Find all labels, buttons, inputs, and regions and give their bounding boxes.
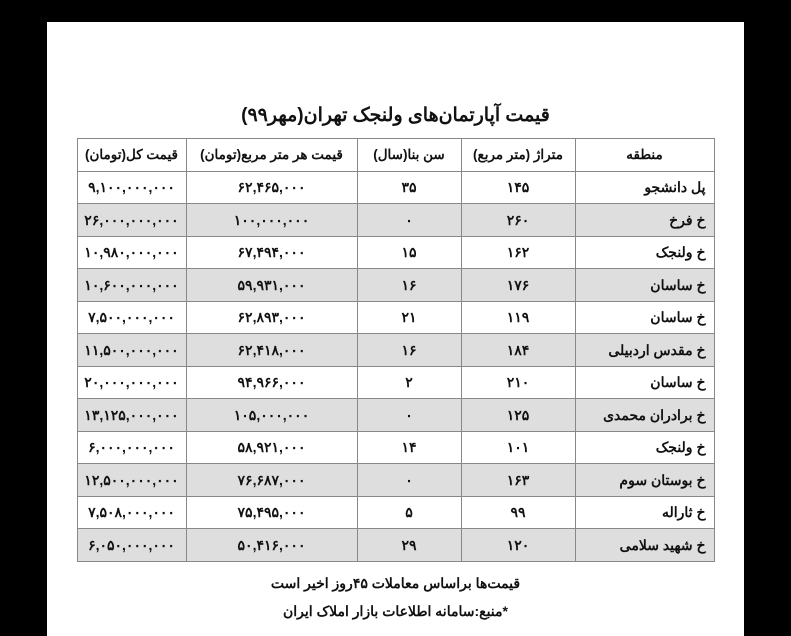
col-price-per-sqm: قیمت هر متر مربع(تومان)	[186, 139, 357, 172]
table-row: خ ولنجک۱۶۲۱۵۶۷,۴۹۴,۰۰۰۱۰,۹۸۰,۰۰۰,۰۰۰	[77, 236, 714, 269]
cell-total_price: ۱۰,۹۸۰,۰۰۰,۰۰۰	[77, 236, 186, 269]
cell-price_per_sqm: ۷۶,۶۸۷,۰۰۰	[186, 464, 357, 497]
cell-region: خ ولنجک	[575, 236, 714, 269]
table-row: خ ثاراله۹۹۵۷۵,۴۹۵,۰۰۰۷,۵۰۸,۰۰۰,۰۰۰	[77, 496, 714, 529]
cell-price_per_sqm: ۶۲,۴۱۸,۰۰۰	[186, 334, 357, 367]
col-age: سن بنا(سال)	[357, 139, 461, 172]
cell-price_per_sqm: ۵۰,۴۱۶,۰۰۰	[186, 529, 357, 562]
table-row: خ ساسان۲۱۰۲۹۴,۹۶۶,۰۰۰۲۰,۰۰۰,۰۰۰,۰۰۰	[77, 366, 714, 399]
cell-age: ۳۵	[357, 171, 461, 204]
cell-age: ۰	[357, 464, 461, 497]
cell-age: ۰	[357, 204, 461, 237]
cell-price_per_sqm: ۷۵,۴۹۵,۰۰۰	[186, 496, 357, 529]
table-row: خ برادران محمدی۱۲۵۰۱۰۵,۰۰۰,۰۰۰۱۳,۱۲۵,۰۰۰…	[77, 399, 714, 432]
cell-age: ۱۴	[357, 431, 461, 464]
cell-age: ۲	[357, 366, 461, 399]
cell-area: ۱۲۰	[461, 529, 575, 562]
col-total-price: قیمت کل(تومان)	[77, 139, 186, 172]
footnotes: قیمت‌ها براساس معاملات ۴۵روز اخیر است *م…	[47, 562, 744, 626]
cell-area: ۱۶۳	[461, 464, 575, 497]
cell-area: ۱۱۹	[461, 301, 575, 334]
cell-age: ۰	[357, 399, 461, 432]
price-table: منطقه متراژ (متر مربع) سن بنا(سال) قیمت …	[77, 138, 715, 562]
cell-region: خ ثاراله	[575, 496, 714, 529]
cell-total_price: ۱۳,۱۲۵,۰۰۰,۰۰۰	[77, 399, 186, 432]
cell-total_price: ۱۱,۵۰۰,۰۰۰,۰۰۰	[77, 334, 186, 367]
cell-total_price: ۲۶,۰۰۰,۰۰۰,۰۰۰	[77, 204, 186, 237]
table-row: خ شهید سلامی۱۲۰۲۹۵۰,۴۱۶,۰۰۰۶,۰۵۰,۰۰۰,۰۰۰	[77, 529, 714, 562]
cell-region: خ ولنجک	[575, 431, 714, 464]
table-row: خ فرخ۲۶۰۰۱۰۰,۰۰۰,۰۰۰۲۶,۰۰۰,۰۰۰,۰۰۰	[77, 204, 714, 237]
cell-total_price: ۱۰,۶۰۰,۰۰۰,۰۰۰	[77, 269, 186, 302]
cell-region: خ شهید سلامی	[575, 529, 714, 562]
cell-total_price: ۶,۰۰۰,۰۰۰,۰۰۰	[77, 431, 186, 464]
cell-area: ۹۹	[461, 496, 575, 529]
cell-area: ۱۴۵	[461, 171, 575, 204]
cell-price_per_sqm: ۶۷,۴۹۴,۰۰۰	[186, 236, 357, 269]
cell-area: ۱۸۴	[461, 334, 575, 367]
cell-area: ۱۷۶	[461, 269, 575, 302]
cell-region: خ بوستان سوم	[575, 464, 714, 497]
table-row: خ مقدس اردبیلی۱۸۴۱۶۶۲,۴۱۸,۰۰۰۱۱,۵۰۰,۰۰۰,…	[77, 334, 714, 367]
cell-area: ۱۲۵	[461, 399, 575, 432]
table-row: خ ولنجک۱۰۱۱۴۵۸,۹۲۱,۰۰۰۶,۰۰۰,۰۰۰,۰۰۰	[77, 431, 714, 464]
cell-total_price: ۹,۱۰۰,۰۰۰,۰۰۰	[77, 171, 186, 204]
cell-price_per_sqm: ۱۰۰,۰۰۰,۰۰۰	[186, 204, 357, 237]
cell-region: خ ساسان	[575, 269, 714, 302]
cell-price_per_sqm: ۹۴,۹۶۶,۰۰۰	[186, 366, 357, 399]
table-row: خ ساسان۱۷۶۱۶۵۹,۹۳۱,۰۰۰۱۰,۶۰۰,۰۰۰,۰۰۰	[77, 269, 714, 302]
cell-region: خ فرخ	[575, 204, 714, 237]
cell-age: ۱۶	[357, 269, 461, 302]
cell-total_price: ۷,۵۰۰,۰۰۰,۰۰۰	[77, 301, 186, 334]
page: قیمت آپارتمان‌های ولنجک تهران(مهر۹۹) منط…	[47, 22, 744, 636]
content: قیمت آپارتمان‌های ولنجک تهران(مهر۹۹) منط…	[47, 22, 744, 626]
cell-area: ۲۱۰	[461, 366, 575, 399]
cell-price_per_sqm: ۵۹,۹۳۱,۰۰۰	[186, 269, 357, 302]
cell-price_per_sqm: ۶۲,۴۶۵,۰۰۰	[186, 171, 357, 204]
cell-price_per_sqm: ۶۲,۸۹۳,۰۰۰	[186, 301, 357, 334]
table-header-row: منطقه متراژ (متر مربع) سن بنا(سال) قیمت …	[77, 139, 714, 172]
cell-age: ۵	[357, 496, 461, 529]
cell-age: ۲۹	[357, 529, 461, 562]
cell-age: ۲۱	[357, 301, 461, 334]
cell-total_price: ۷,۵۰۸,۰۰۰,۰۰۰	[77, 496, 186, 529]
cell-total_price: ۱۲,۵۰۰,۰۰۰,۰۰۰	[77, 464, 186, 497]
col-area: متراژ (متر مربع)	[461, 139, 575, 172]
cell-region: خ برادران محمدی	[575, 399, 714, 432]
cell-area: ۲۶۰	[461, 204, 575, 237]
table-row: پل دانشجو۱۴۵۳۵۶۲,۴۶۵,۰۰۰۹,۱۰۰,۰۰۰,۰۰۰	[77, 171, 714, 204]
cell-age: ۱۶	[357, 334, 461, 367]
cell-price_per_sqm: ۵۸,۹۲۱,۰۰۰	[186, 431, 357, 464]
cell-area: ۱۶۲	[461, 236, 575, 269]
table-title: قیمت آپارتمان‌های ولنجک تهران(مهر۹۹)	[47, 96, 744, 138]
col-region: منطقه	[575, 139, 714, 172]
table-row: خ بوستان سوم۱۶۳۰۷۶,۶۸۷,۰۰۰۱۲,۵۰۰,۰۰۰,۰۰۰	[77, 464, 714, 497]
cell-age: ۱۵	[357, 236, 461, 269]
cell-total_price: ۲۰,۰۰۰,۰۰۰,۰۰۰	[77, 366, 186, 399]
table-row: خ ساسان۱۱۹۲۱۶۲,۸۹۳,۰۰۰۷,۵۰۰,۰۰۰,۰۰۰	[77, 301, 714, 334]
cell-region: خ مقدس اردبیلی	[575, 334, 714, 367]
cell-price_per_sqm: ۱۰۵,۰۰۰,۰۰۰	[186, 399, 357, 432]
footnote-line: قیمت‌ها براساس معاملات ۴۵روز اخیر است	[47, 569, 744, 598]
cell-region: خ ساسان	[575, 366, 714, 399]
footnote-line: *منبع:سامانه اطلاعات بازار املاک ایران	[47, 597, 744, 626]
cell-region: پل دانشجو	[575, 171, 714, 204]
cell-region: خ ساسان	[575, 301, 714, 334]
cell-total_price: ۶,۰۵۰,۰۰۰,۰۰۰	[77, 529, 186, 562]
cell-area: ۱۰۱	[461, 431, 575, 464]
